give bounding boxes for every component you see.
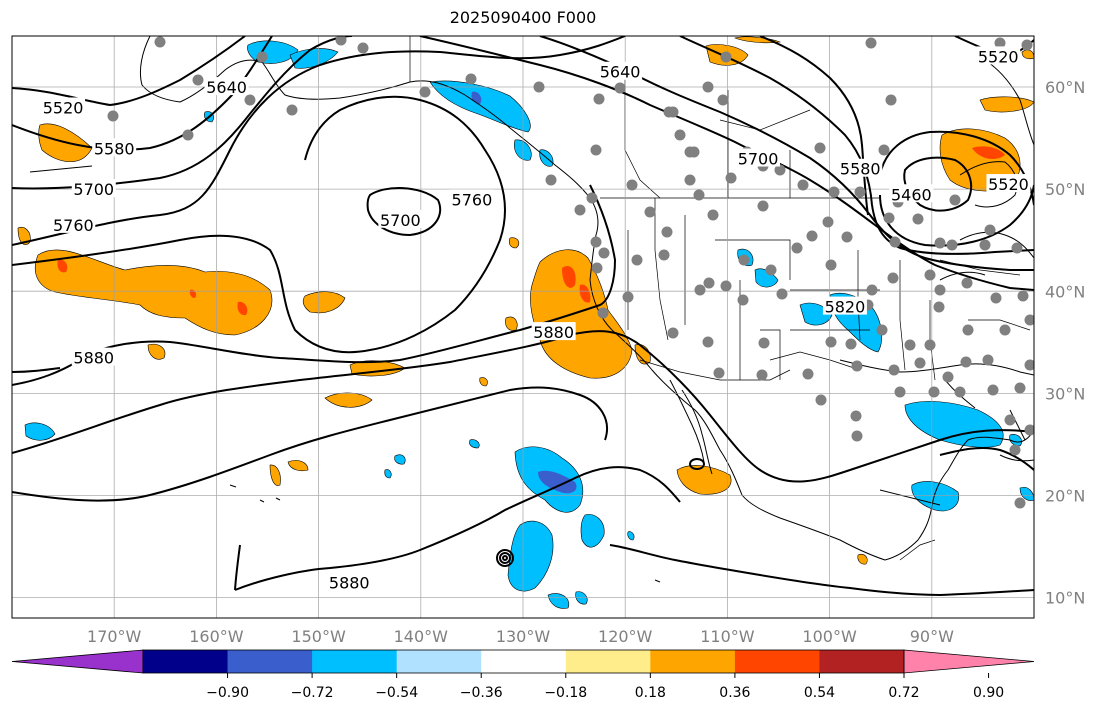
contour-label-background xyxy=(327,572,372,591)
colorbar-tick-label: 0.72 xyxy=(888,685,919,701)
longitude-tick-label: 120°W xyxy=(598,627,653,646)
latitude-tick-label: 60°N xyxy=(1045,78,1085,97)
colorbar-tick-label: −0.36 xyxy=(460,685,503,701)
colorbar-segment xyxy=(227,650,313,673)
contour-label: 5880 xyxy=(329,573,370,592)
longitude-tick-label: 150°W xyxy=(291,627,346,646)
contour-label: 5700 xyxy=(380,211,421,230)
colorbar-tick-label: −0.18 xyxy=(544,685,587,701)
contour-label-background xyxy=(51,214,96,233)
colorbar-tick-label: 0.54 xyxy=(804,685,835,701)
contour-label-background xyxy=(71,179,116,198)
colorbar-segment xyxy=(650,650,736,673)
longitude-tick-label: 100°W xyxy=(802,627,857,646)
colorbar-tick-label: 0.36 xyxy=(719,685,750,701)
contour-label: 5760 xyxy=(452,190,493,209)
longitude-tick-label: 140°W xyxy=(394,627,449,646)
colorbar-segment xyxy=(734,650,820,673)
closed-low-contour xyxy=(496,458,705,567)
map-title: 2025090400 F000 xyxy=(449,8,597,27)
colorbar-segment xyxy=(312,650,398,673)
latitude-tick-label: 10°N xyxy=(1045,589,1085,608)
contour-label: 5760 xyxy=(53,216,94,235)
colorbar-segment xyxy=(396,650,482,673)
map-frame xyxy=(11,35,1035,619)
gridlines xyxy=(12,36,1034,618)
contour-label: 5580 xyxy=(94,139,135,158)
coastlines xyxy=(29,36,1034,583)
longitude-tick-label: 110°W xyxy=(700,627,755,646)
contour-label-background xyxy=(598,61,643,80)
longitude-tick-label: 170°W xyxy=(87,627,142,646)
contour-label: 5640 xyxy=(600,63,641,82)
colorbar-segment xyxy=(143,650,229,673)
contour-label: 5520 xyxy=(978,47,1019,66)
colorbar xyxy=(11,649,1035,674)
contour-label: 5880 xyxy=(533,323,574,342)
contour-label-background xyxy=(822,296,867,315)
colorbar-extend-low xyxy=(11,649,144,674)
colorbar-tick-label: −0.90 xyxy=(206,685,249,701)
contour-label: 5700 xyxy=(738,150,779,169)
colorbar-outline xyxy=(142,649,905,674)
contour-label: 5880 xyxy=(73,349,114,368)
contour-label-background xyxy=(71,347,116,366)
longitude-tick-label: 90°W xyxy=(910,627,954,646)
map-content: 5520 5580 5640 5700 5760 5700 5760 5880 5880 5880… xyxy=(12,36,1034,618)
contour-label-background xyxy=(41,97,86,116)
colorbar-segment xyxy=(481,650,567,673)
strong-positive-anomaly-areas xyxy=(57,146,1005,316)
latitude-tick-label: 50°N xyxy=(1045,180,1085,199)
positive-anomaly-areas xyxy=(17,36,1034,565)
contour-label-background xyxy=(449,189,494,208)
colorbar-segment xyxy=(565,650,651,673)
contour-labels: 5520 5580 5640 5700 5760 5700 5760 5880 5880 5880… xyxy=(41,46,1031,592)
colorbar-tick-label: 0.90 xyxy=(973,685,1004,701)
latitude-tick-labels: 60°N 50°N 40°N 30°N 20°N 10°N xyxy=(1045,78,1085,608)
colorbar-tick-label: −0.72 xyxy=(291,685,334,701)
contour-label: 5820 xyxy=(825,298,866,317)
contour-label-background xyxy=(889,184,934,203)
colorbar-tick-label: 0.18 xyxy=(635,685,666,701)
contour-label: 5520 xyxy=(988,175,1029,194)
colorbar-tick-label: −0.54 xyxy=(375,685,418,701)
contour-label-background xyxy=(92,138,137,157)
longitude-tick-labels: 170°W 160°W 150°W 140°W 130°W 120°W 110°W 100°W… xyxy=(87,627,954,646)
contour-label-background xyxy=(736,148,781,167)
station-dots xyxy=(107,36,1034,509)
contour-label-background xyxy=(531,322,576,341)
contour-label-background xyxy=(378,209,423,228)
contour-label-background xyxy=(976,46,1021,65)
latitude-tick-label: 40°N xyxy=(1045,282,1085,301)
longitude-tick-label: 130°W xyxy=(496,627,551,646)
colorbar-extend-high xyxy=(903,649,1035,674)
colorbar-segment xyxy=(819,650,905,673)
contour-label-background xyxy=(986,174,1031,193)
contour-label: 5700 xyxy=(73,180,114,199)
contour-label: 5520 xyxy=(43,98,84,117)
contour-label-background xyxy=(838,158,883,177)
latitude-tick-label: 30°N xyxy=(1045,384,1085,403)
contour-label: 5580 xyxy=(840,160,881,179)
contour-label: 5460 xyxy=(891,185,932,204)
contour-label: 5640 xyxy=(206,78,247,97)
longitude-tick-label: 160°W xyxy=(189,627,244,646)
colorbar-labels: −0.90 −0.72 −0.54 −0.36 −0.18 0.18 0.36 0.54 0.7… xyxy=(206,673,1004,701)
contour-label-background xyxy=(204,77,249,96)
latitude-tick-label: 20°N xyxy=(1045,486,1085,505)
